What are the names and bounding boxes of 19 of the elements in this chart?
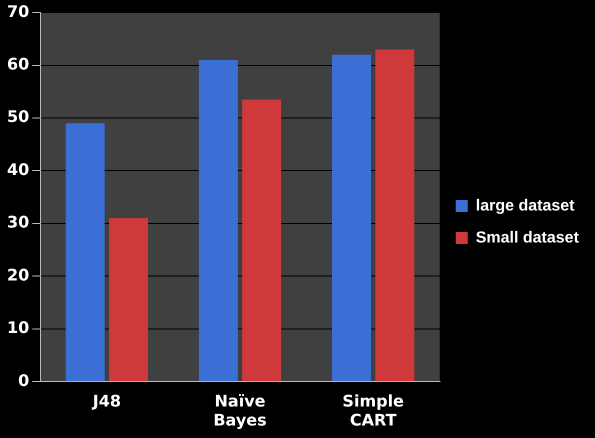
legend-label: Small dataset <box>476 229 580 246</box>
bar <box>109 218 148 382</box>
bar <box>198 60 238 382</box>
y-tick-label: 30 <box>7 212 30 232</box>
bar <box>332 54 372 382</box>
legend-label: large dataset <box>476 197 576 214</box>
x-tick-label: J48 <box>92 391 121 410</box>
y-tick-label: 0 <box>18 370 30 390</box>
y-tick-label: 70 <box>7 2 30 21</box>
y-tick-label: 50 <box>7 107 30 126</box>
bar <box>242 100 282 382</box>
bar <box>66 123 105 382</box>
bar <box>375 50 414 382</box>
x-tick-label: Simple CART <box>342 391 404 430</box>
y-tick-label: 40 <box>7 160 30 179</box>
x-tick-label: Naïve Bayes <box>213 391 267 430</box>
y-tick-label: 10 <box>7 318 30 338</box>
y-tick-label: 60 <box>7 54 30 74</box>
y-tick-label: 20 <box>7 265 30 284</box>
